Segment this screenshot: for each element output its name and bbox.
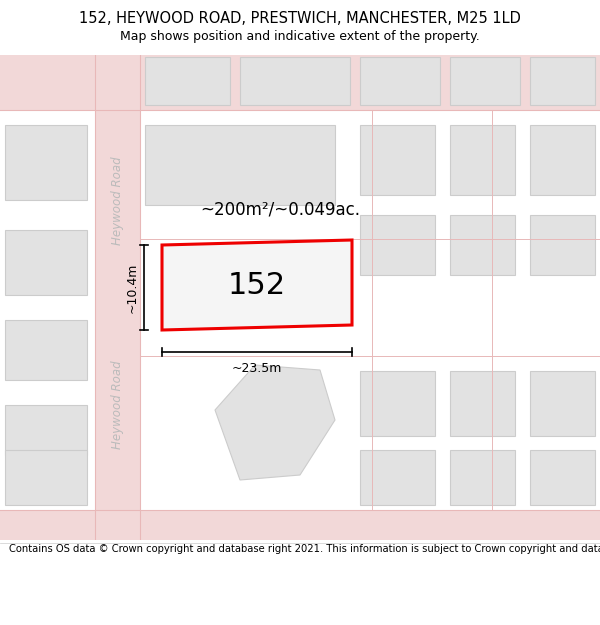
Bar [5,450,87,505]
Text: Heywood Road: Heywood Road [112,360,125,449]
Bar [360,215,435,275]
Bar [360,450,435,505]
Bar [450,57,520,105]
Bar [360,57,440,105]
Bar [5,405,87,455]
Polygon shape [162,240,352,330]
Text: 152, HEYWOOD ROAD, PRESTWICH, MANCHESTER, M25 1LD: 152, HEYWOOD ROAD, PRESTWICH, MANCHESTER… [79,11,521,26]
Bar [145,57,230,105]
Bar [145,125,335,205]
Text: ~10.4m: ~10.4m [126,262,139,312]
Bar [360,371,435,436]
Text: Heywood Road: Heywood Road [112,156,125,245]
Text: 152: 152 [228,271,286,299]
Bar [360,125,435,195]
Bar [450,125,515,195]
Text: Map shows position and indicative extent of the property.: Map shows position and indicative extent… [120,30,480,43]
Bar [530,57,595,105]
Bar [5,230,87,295]
Bar [5,320,87,380]
Bar [530,371,595,436]
Text: Contains OS data © Crown copyright and database right 2021. This information is : Contains OS data © Crown copyright and d… [9,544,600,554]
Bar [530,125,595,195]
Polygon shape [95,55,140,540]
Bar [5,125,87,200]
Bar [450,371,515,436]
Polygon shape [215,365,335,480]
Bar [450,450,515,505]
Text: ~23.5m: ~23.5m [232,362,282,375]
Bar [0,55,600,110]
Bar [530,450,595,505]
Bar [0,510,600,540]
Text: ~200m²/~0.049ac.: ~200m²/~0.049ac. [200,201,360,219]
Bar [450,215,515,275]
Bar [530,215,595,275]
Bar [240,57,350,105]
